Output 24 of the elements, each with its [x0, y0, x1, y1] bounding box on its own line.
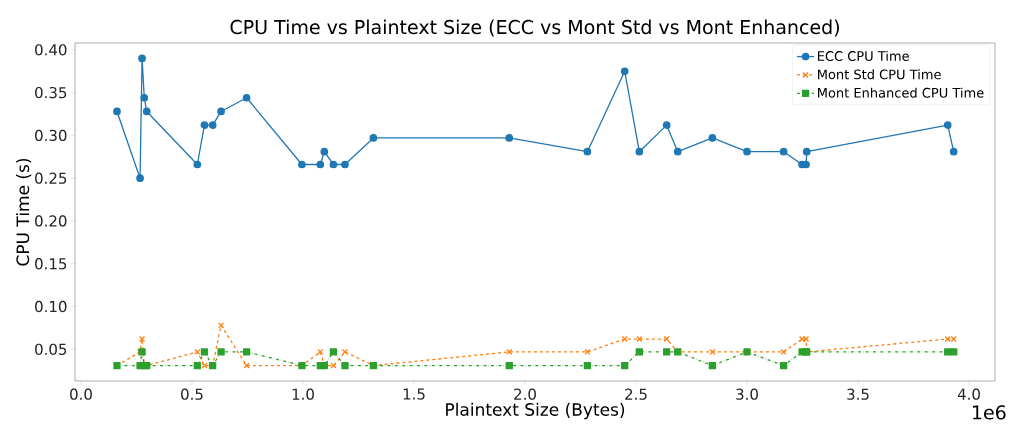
y-tick-label: 0.20 — [35, 215, 67, 227]
y-tick-label: 0.40 — [35, 44, 67, 56]
legend-label: Mont Std CPU Time — [818, 69, 941, 80]
y-tick-label: 0.05 — [35, 343, 67, 356]
x-tick-label: 3.0 — [736, 388, 758, 400]
x-tick-label: 1.5 — [403, 388, 425, 400]
x-tick-label: 2.0 — [514, 388, 536, 400]
text: 1e6 — [973, 405, 1006, 420]
y-tick-label: 0.35 — [35, 86, 67, 99]
y-tick-label: 0.30 — [35, 129, 67, 142]
legend-label: Mont Enhanced CPU Time — [818, 87, 984, 98]
y-tick-label: 0.10 — [35, 300, 67, 313]
x-tick-label: 0.5 — [181, 388, 203, 400]
x-tick-label: 2.5 — [625, 388, 647, 400]
legend-label: ECC CPU Time — [818, 50, 909, 61]
x-tick-label: 0.0 — [70, 388, 92, 400]
y-tick-label: 0.25 — [35, 172, 67, 184]
x-tick-label: 3.5 — [847, 388, 869, 400]
y-axis-title: CPU Time (s) — [16, 158, 32, 266]
chart-title: CPU Time vs Plaintext Size (ECC vs Mont Std vs Mont Enhanced) — [230, 19, 839, 37]
x-tick-label: 4.0 — [957, 388, 980, 400]
x-tick-label: 1.0 — [292, 388, 314, 400]
x-axis-title: Plaintext Size (Bytes) — [446, 402, 625, 420]
y-tick-label: 0.15 — [35, 258, 67, 270]
